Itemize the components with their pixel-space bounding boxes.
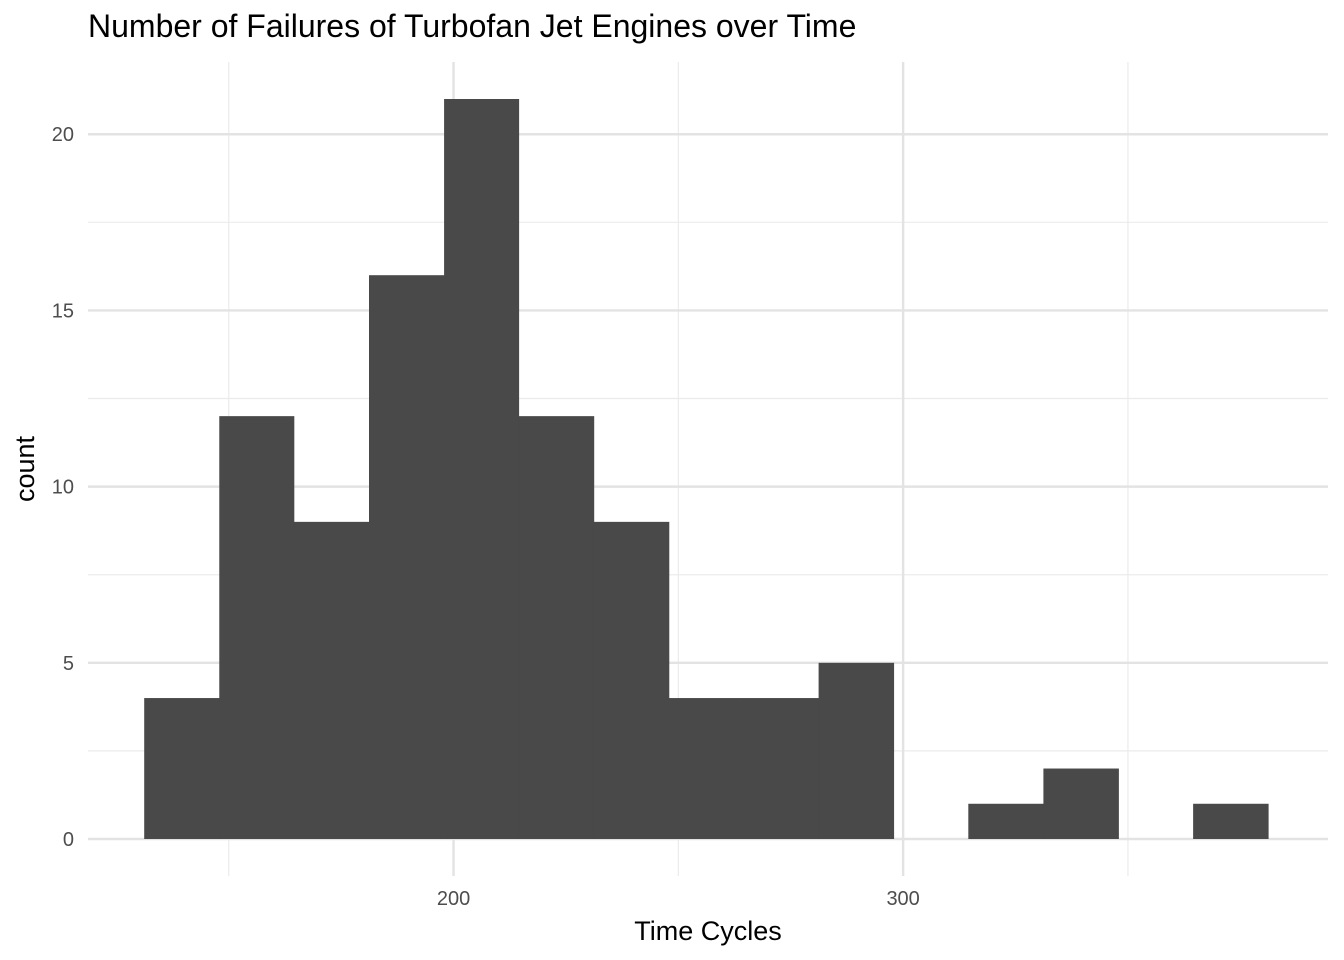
histogram-bar bbox=[593, 521, 670, 839]
y-tick-label: 5 bbox=[63, 653, 74, 675]
y-axis-title: count bbox=[10, 435, 40, 502]
histogram-bar bbox=[444, 99, 520, 839]
histogram-bar bbox=[1043, 768, 1119, 839]
y-tick-label: 20 bbox=[52, 124, 74, 146]
histogram-bar bbox=[818, 662, 895, 839]
histogram-bar bbox=[518, 416, 595, 839]
chart-title: Number of Failures of Turbofan Jet Engin… bbox=[88, 8, 857, 44]
y-tick-label: 15 bbox=[52, 300, 74, 322]
histogram-bar bbox=[743, 698, 820, 839]
x-tick-label: 200 bbox=[437, 888, 470, 910]
histogram-bar bbox=[369, 275, 445, 839]
x-tick-labels: 200 300 bbox=[437, 888, 920, 910]
histogram-bar bbox=[293, 521, 370, 839]
x-axis-title: Time Cycles bbox=[634, 916, 782, 946]
histogram-bar bbox=[1193, 803, 1269, 839]
histogram-bars bbox=[144, 99, 1269, 839]
histogram-bar bbox=[668, 698, 744, 839]
y-tick-label: 10 bbox=[52, 477, 74, 499]
histogram-bar bbox=[219, 416, 295, 839]
y-tick-labels: 0 5 10 15 20 bbox=[52, 124, 74, 851]
histogram-bar bbox=[968, 803, 1044, 839]
histogram-bar bbox=[144, 698, 220, 839]
y-tick-label: 0 bbox=[63, 829, 74, 851]
x-tick-label: 300 bbox=[886, 888, 919, 910]
